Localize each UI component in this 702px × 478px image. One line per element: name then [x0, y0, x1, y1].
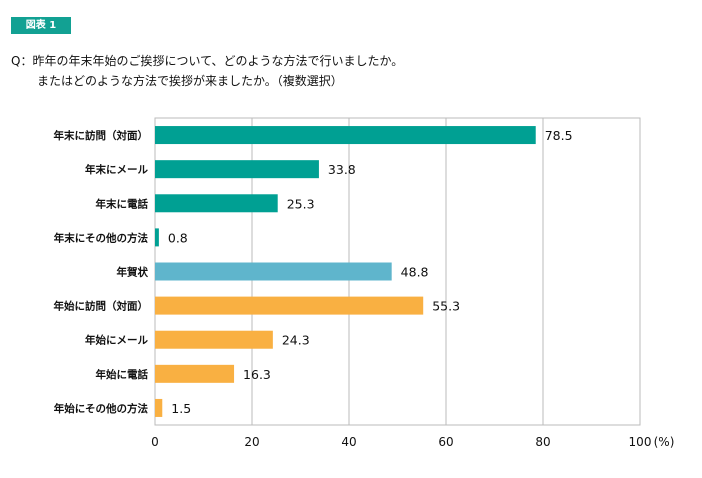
category-label: 年末に電話 [96, 197, 149, 210]
data-label: 0.8 [168, 230, 188, 245]
figure-label: 図表 1 [11, 17, 71, 34]
x-unit-label: (%) [654, 435, 675, 449]
data-label: 16.3 [243, 367, 271, 382]
category-label: 年始にメール [85, 334, 148, 347]
category-label: 年末にメール [85, 163, 148, 176]
bar [155, 262, 392, 281]
data-label: 1.5 [171, 401, 191, 416]
x-tick-label: 80 [535, 435, 550, 449]
x-tick-label: 20 [244, 435, 259, 449]
bar [155, 296, 424, 315]
question-line-1: Q：昨年の年末年始のご挨拶について、どのような方法で行いましたか。 [11, 54, 404, 68]
data-label: 48.8 [401, 265, 429, 280]
category-label: 年賀状 [117, 266, 149, 279]
data-label: 55.3 [432, 299, 460, 314]
data-label: 78.5 [545, 128, 573, 143]
data-label: 24.3 [282, 333, 310, 348]
data-label: 33.8 [328, 162, 356, 177]
x-tick-label: 0 [151, 435, 159, 449]
category-label: 年始に訪問（対面） [54, 300, 149, 313]
bar [155, 398, 163, 417]
bar [155, 364, 235, 383]
category-label: 年末にその他の方法 [54, 231, 149, 244]
category-label: 年末に訪問（対面） [54, 129, 149, 142]
data-label: 25.3 [287, 196, 315, 211]
bar [155, 160, 319, 179]
bar [155, 330, 273, 349]
question-line-2: またはどのような方法で挨拶が来ましたか。（複数選択） [37, 74, 343, 88]
bar [155, 194, 278, 213]
bar [155, 228, 159, 247]
category-label: 年始に電話 [96, 368, 149, 381]
category-label: 年始にその他の方法 [54, 402, 149, 415]
bar [155, 126, 536, 145]
x-tick-label: 60 [438, 435, 453, 449]
x-tick-label: 40 [341, 435, 356, 449]
x-tick-label: 100 [629, 435, 652, 449]
